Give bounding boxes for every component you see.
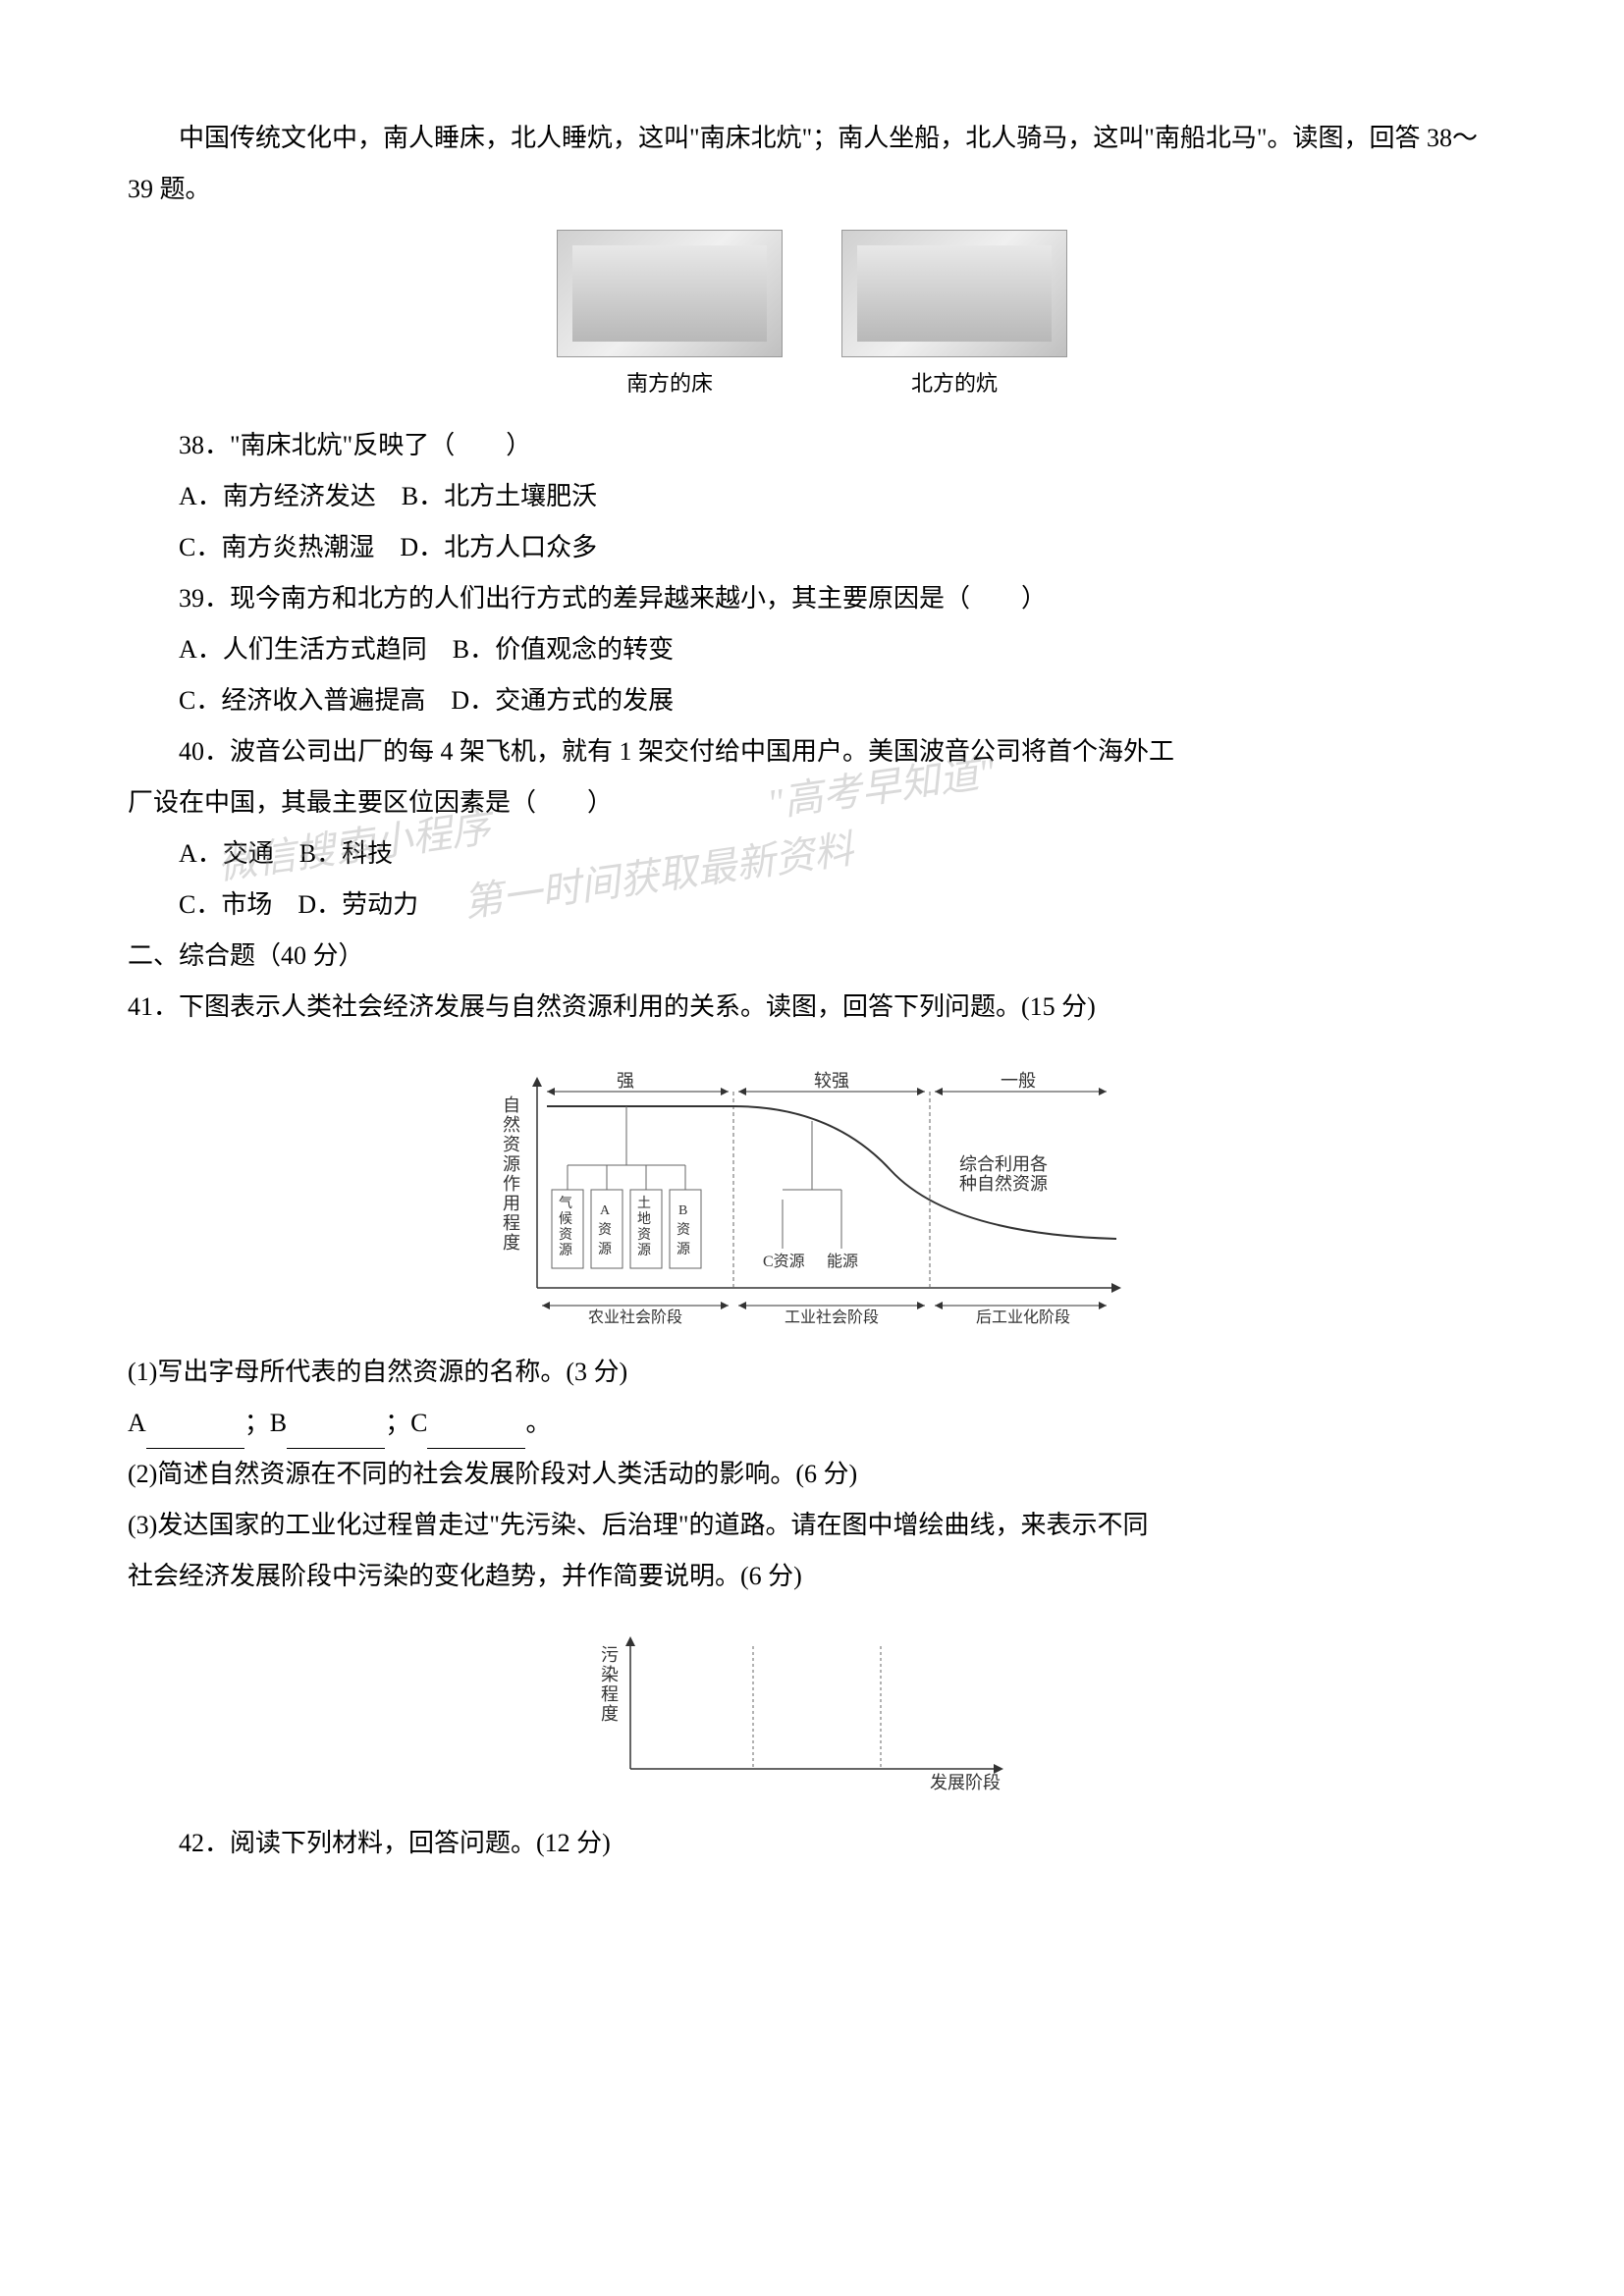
blank-b [287,1423,385,1449]
blank-chart: 污 染 程 度 发展阶段 [586,1622,1038,1798]
xa1r [721,1302,729,1309]
stage-1: 农业社会阶段 [588,1308,682,1326]
q41-stem: 41．下图表示人类社会经济发展与自然资源利用的关系。读图，回答下列问题。(15 … [128,982,1496,1033]
y-axis-char2: 然 [503,1115,520,1135]
q39-stem: 39．现今南方和北方的人们出行方式的差异越来越小，其主要原因是（ ） [128,573,1496,624]
ta3l [935,1088,943,1095]
south-bed-box: 南方的床 [557,230,783,405]
box-a-t1: A [600,1203,611,1218]
q41-sub3-l2: 社会经济发展阶段中污染的变化趋势，并作简要说明。(6 分) [128,1551,1496,1602]
box-climate-t4: 源 [559,1243,572,1258]
xa3r [1099,1302,1107,1309]
bc-yarr [625,1636,635,1646]
label-strong: 强 [617,1071,634,1091]
bc-xlabel: 发展阶段 [930,1773,1001,1792]
label-medium: 较强 [814,1071,849,1091]
q38-stem: 38．"南床北炕"反映了（ ） [128,420,1496,471]
blank-a [146,1423,244,1449]
box-climate-t2: 候 [559,1211,572,1227]
box-b-t3: 源 [677,1242,690,1257]
ta2r [917,1088,925,1095]
q41-diagram: 自 然 资 源 作 用 程 度 强 较强 [478,1052,1146,1327]
c-resource: C资源 [763,1253,805,1270]
q39-opts-ab: A．人们生活方式趋同 B．价值观念的转变 [128,624,1496,675]
fill-a-prefix: A [128,1409,146,1437]
ta1l [547,1088,555,1095]
ta3r [1099,1088,1107,1095]
y-axis-char4: 源 [503,1154,520,1174]
north-caption: 北方的炕 [841,362,1067,405]
ta1r [721,1088,729,1095]
q38-opts-ab: A．南方经济发达 B．北方土壤肥沃 [128,471,1496,522]
box-b-t1: B [678,1203,687,1218]
fill-b-prefix: ；B [244,1409,287,1437]
bc-y1: 污 [601,1645,619,1665]
q41-sub2: (2)简述自然资源在不同的社会发展阶段对人类活动的影响。(6 分) [128,1449,1496,1500]
box-b-t2: 资 [677,1222,690,1238]
q40-stem-l2: 厂设在中国，其最主要区位因素是（ ） [128,777,1496,828]
box-land-t1: 土 [637,1196,651,1211]
q38-opts-cd: C．南方炎热潮湿 D．北方人口众多 [128,522,1496,573]
xa1l [542,1302,550,1309]
y-axis-char5: 作 [503,1174,520,1194]
y-axis-char1: 自 [503,1095,520,1115]
fill-c-prefix: ；C [385,1409,427,1437]
blank-c [427,1423,525,1449]
intro-paragraph: 中国传统文化中，南人睡床，北人睡炕，这叫"南床北炕"；南人坐船，北人骑马，这叫"… [128,113,1496,215]
q40-opts-ab: A．交通 B．科技 [128,828,1496,880]
q41-fill-line: A ；B ；C 。 [128,1398,1496,1449]
right-label-2: 种自然资源 [959,1174,1048,1194]
north-kang-photo [841,230,1067,357]
q41-sub3-l1: (3)发达国家的工业化过程曾走过"先污染、后治理"的道路。请在图中增绘曲线，来表… [128,1500,1496,1551]
stage-3: 后工业化阶段 [976,1308,1070,1326]
right-label-1: 综合利用各 [959,1154,1048,1174]
energy: 能源 [827,1253,858,1270]
fill-suffix: 。 [525,1409,551,1437]
box-climate-t3: 资 [559,1227,572,1243]
box-land-t4: 源 [637,1243,651,1258]
box-climate-t1: 气 [559,1196,572,1211]
y-axis-char7: 程 [503,1213,520,1233]
y-arrow [532,1077,542,1087]
xa3l [935,1302,943,1309]
north-kang-box: 北方的炕 [841,230,1067,405]
stage-2: 工业社会阶段 [785,1308,879,1326]
image-row: 南方的床 北方的炕 [128,230,1496,405]
q42-stem: 42．阅读下列材料，回答问题。(12 分) [128,1818,1496,1869]
xa2r [917,1302,925,1309]
box-land-t2: 地 [637,1211,651,1227]
xa2l [738,1302,746,1309]
bc-y4: 度 [601,1704,619,1724]
q41-sub1: (1)写出字母所代表的自然资源的名称。(3 分) [128,1347,1496,1398]
blank-chart-wrap: 污 染 程 度 发展阶段 [128,1622,1496,1798]
q40-opts-cd: C．市场 D．劳动力 [128,880,1496,931]
box-land-t3: 资 [637,1227,651,1243]
y-axis-char6: 用 [503,1194,520,1213]
bc-y2: 染 [601,1665,619,1684]
label-weak: 一般 [1001,1071,1036,1091]
south-caption: 南方的床 [557,362,783,405]
y-axis-char3: 资 [503,1135,520,1154]
q39-opts-cd: C．经济收入普遍提高 D．交通方式的发展 [128,675,1496,726]
ta2l [738,1088,746,1095]
q40-stem-l1: 40．波音公司出厂的每 4 架飞机，就有 1 架交付给中国用户。美国波音公司将首… [128,726,1496,777]
section2-title: 二、综合题（40 分） [128,931,1496,982]
y-axis-char8: 度 [503,1233,520,1253]
south-bed-photo [557,230,783,357]
q41-diagram-wrap: 自 然 资 源 作 用 程 度 强 较强 [128,1052,1496,1327]
box-a-t3: 源 [598,1242,612,1257]
x-arrow [1111,1283,1121,1293]
box-a-t2: 资 [598,1222,612,1238]
bc-y3: 程 [601,1684,619,1704]
